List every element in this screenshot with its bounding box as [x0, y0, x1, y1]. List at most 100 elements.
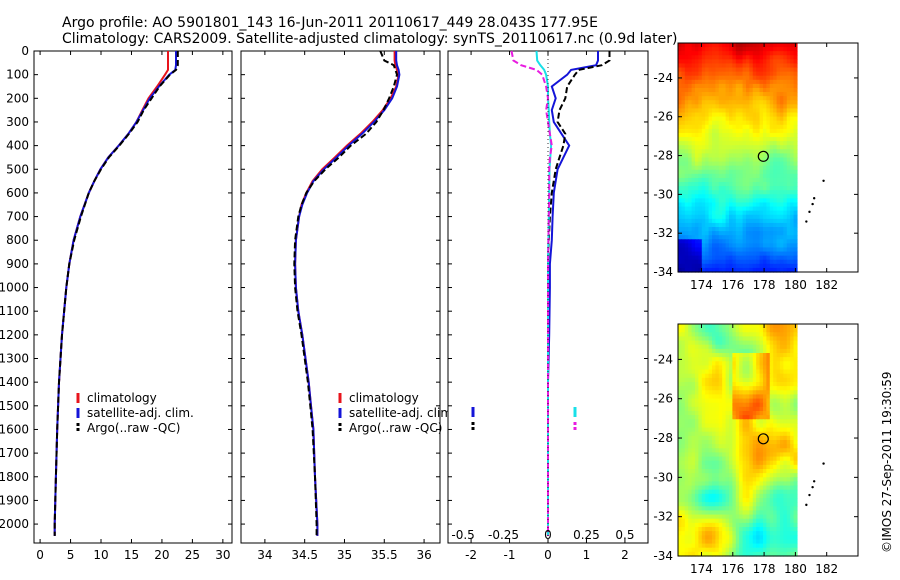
map-cell — [752, 394, 757, 400]
map-cell — [718, 510, 723, 516]
map-cell — [742, 402, 747, 408]
map-cell — [766, 489, 771, 495]
map-cell — [756, 551, 761, 557]
map-cell — [762, 361, 767, 367]
map-cell — [756, 149, 761, 155]
map-cell — [739, 47, 744, 52]
map-cell — [715, 112, 720, 118]
map-cell — [735, 51, 740, 56]
map-cell — [752, 79, 757, 85]
map-cell — [691, 361, 696, 367]
map-cell — [725, 469, 730, 474]
map-cell — [684, 51, 689, 56]
map-cell — [701, 423, 706, 429]
map-cell — [749, 247, 754, 253]
map-cell — [745, 473, 750, 478]
map-cell — [684, 186, 689, 191]
map-cell — [698, 124, 703, 130]
map-cell — [705, 531, 710, 536]
map-cell — [694, 63, 699, 69]
map-cell — [691, 202, 696, 208]
map-cell — [691, 456, 696, 462]
map-cell — [752, 55, 757, 60]
map-cell — [790, 132, 795, 138]
map-cell — [678, 506, 682, 512]
map-cell — [684, 531, 689, 536]
map-cell — [722, 92, 727, 97]
map-cell — [749, 231, 754, 236]
map-cell — [756, 398, 761, 404]
map-cell — [718, 222, 723, 228]
map-cell — [691, 75, 696, 81]
map-cell — [762, 402, 767, 408]
map-cell — [786, 518, 791, 524]
map-cell — [783, 59, 788, 65]
map-cell — [776, 456, 781, 462]
map-cell — [786, 182, 791, 187]
map-cell — [715, 153, 720, 159]
map-cell — [732, 448, 737, 454]
depth-tick-label: 900 — [6, 257, 29, 271]
map-cell — [790, 75, 795, 81]
map-cell — [745, 79, 750, 85]
map-cell — [705, 485, 710, 491]
map-cell — [786, 190, 791, 195]
map-cell — [749, 173, 754, 179]
map-cell — [752, 344, 757, 350]
map-cell — [732, 227, 737, 232]
map-cell — [694, 489, 699, 495]
map-cell — [749, 141, 754, 146]
map-cell — [793, 100, 798, 105]
map-cell — [725, 398, 730, 404]
map-cell — [694, 83, 699, 89]
map-cell — [728, 531, 733, 536]
map-cell — [779, 365, 784, 371]
map-cell — [722, 365, 727, 371]
map-cell — [728, 71, 733, 77]
map-cell — [759, 83, 764, 89]
map-cell — [762, 357, 767, 362]
map-cell — [698, 63, 703, 69]
map-cell — [773, 502, 778, 507]
map-cell — [739, 361, 744, 367]
series-line-2 — [535, 50, 553, 536]
map-cell — [759, 198, 764, 204]
header-line-2: Climatology: CARS2009. Satellite-adjuste… — [62, 31, 677, 47]
map-cell — [783, 239, 788, 244]
map-cell — [725, 186, 730, 191]
map-cell — [725, 227, 730, 232]
map-cell — [711, 543, 716, 549]
map-cell — [762, 502, 767, 507]
map-cell — [745, 251, 750, 257]
map-cell — [684, 145, 689, 150]
map-cell — [766, 177, 771, 183]
map-cell — [742, 243, 747, 249]
map-cell — [779, 502, 784, 507]
map-cell — [766, 365, 771, 371]
map-cell — [708, 406, 713, 412]
map-cell — [715, 419, 720, 425]
map-cell — [786, 186, 791, 191]
map-cell — [722, 194, 727, 199]
map-cell — [793, 194, 798, 199]
map-cell — [715, 377, 720, 383]
map-cell — [742, 194, 747, 199]
map-cell — [749, 369, 754, 375]
map-cell — [776, 348, 781, 354]
map-cell — [735, 96, 740, 101]
map-cell — [779, 218, 784, 224]
map-cell — [711, 522, 716, 528]
map-cell — [725, 137, 730, 142]
map-cell — [790, 464, 795, 470]
map-cell — [718, 460, 723, 466]
map-cell — [752, 108, 757, 114]
map-cell — [745, 394, 750, 400]
map-cell — [681, 353, 686, 358]
map-cell — [735, 100, 740, 105]
difference-panel: -2 -1 0 1 2-0.5 -0.25 0 0.25 0.5 — [447, 50, 649, 562]
map-cell — [708, 427, 713, 433]
map-cell — [722, 336, 727, 342]
map-cell — [718, 398, 723, 404]
map-cell — [728, 165, 733, 171]
map-cell — [742, 348, 747, 354]
